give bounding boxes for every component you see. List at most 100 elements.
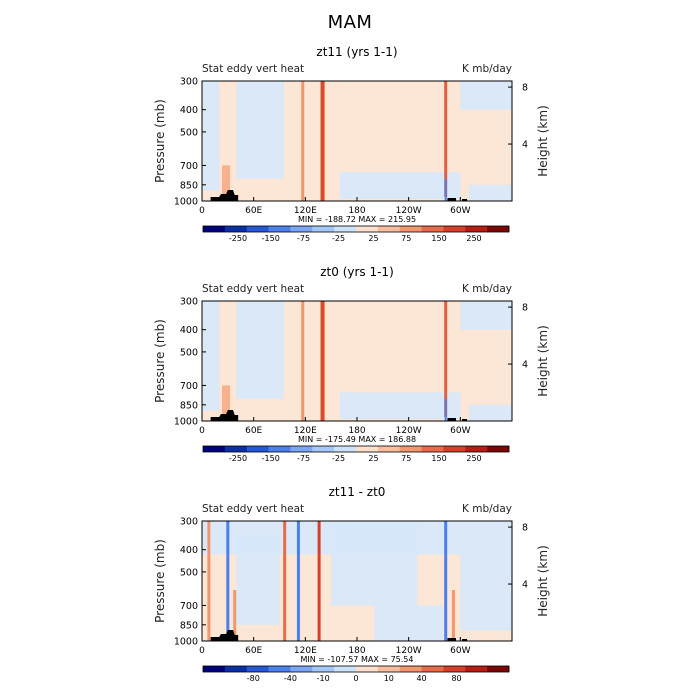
colorbar-label: -250 <box>229 234 247 243</box>
colorbar-swatch <box>334 446 357 452</box>
field-stripe <box>320 301 325 421</box>
y-tick-label: 300 <box>180 517 198 528</box>
colorbar-label: -75 <box>297 454 310 463</box>
y-tick-label: 400 <box>180 545 198 556</box>
colorbar-swatch <box>377 446 401 452</box>
x-tick-label: 60E <box>245 426 262 436</box>
y-tick-label: 850 <box>180 180 198 191</box>
colorbar-swatch <box>224 226 248 232</box>
x-tick-label: 60W <box>450 426 470 436</box>
topography-andes <box>447 198 457 201</box>
y-tick-label: 700 <box>180 161 198 172</box>
field-patch <box>374 605 444 641</box>
x-tick-label: 180 <box>348 646 365 656</box>
colorbar-swatch <box>268 446 291 452</box>
x-tick-label: 120W <box>396 206 422 216</box>
colorbar-label: 250 <box>466 454 481 463</box>
field-stripe <box>301 301 305 421</box>
colorbar-swatch <box>334 226 357 232</box>
panel-title: zt0 (yrs 1-1) <box>320 265 394 279</box>
field-patch <box>339 392 461 419</box>
y-tick-label: 500 <box>180 567 198 578</box>
colorbar-label: -150 <box>262 234 280 243</box>
field-patch <box>236 536 280 625</box>
colorbar-swatch <box>487 666 510 672</box>
field-patch <box>460 301 512 330</box>
y-tick-label: 1000 <box>174 637 198 648</box>
units-label: K mb/day <box>462 63 512 75</box>
x-tick-label: 60E <box>245 646 262 656</box>
colorbar-label: 25 <box>368 234 378 243</box>
colorbar-swatch <box>290 226 313 232</box>
colorbar-swatch <box>465 666 488 672</box>
topography-asia <box>210 630 239 641</box>
y-tick-label: 500 <box>180 127 198 138</box>
colorbar-swatch <box>224 666 248 672</box>
x-tick-label: 120W <box>396 646 422 656</box>
colorbar-swatch <box>421 226 444 232</box>
y-tick-label: 500 <box>180 347 198 358</box>
x-tick-label: 120E <box>294 426 317 436</box>
colorbar-swatch <box>399 446 422 452</box>
chart-panel-1: zt11 (yrs 1-1) Stat eddy vert heat K mb/da… <box>153 45 550 243</box>
y-axis-label: Pressure (mb) <box>153 539 167 623</box>
y-tick-label: 400 <box>180 105 198 116</box>
colorbar-label: 40 <box>416 674 426 683</box>
field-patch <box>460 554 512 631</box>
colorbar-label: -250 <box>229 454 247 463</box>
colorbar-swatch <box>224 446 248 452</box>
height-tick-label: 4 <box>522 580 528 591</box>
x-tick-label: 120W <box>396 426 422 436</box>
panel-title: zt11 - zt0 <box>329 485 386 499</box>
colorbar-swatch <box>312 666 335 672</box>
y-axis-label: Pressure (mb) <box>153 319 167 403</box>
colorbar-swatch <box>334 666 357 672</box>
colorbar-swatch <box>290 446 313 452</box>
colorbar-swatch <box>421 446 444 452</box>
colorbar-swatch <box>290 666 313 672</box>
topography-andes <box>462 199 468 201</box>
colorbar-label: -10 <box>317 674 330 683</box>
field-stripe <box>301 81 305 201</box>
x-tick-label: 60E <box>245 206 262 216</box>
colorbar-label: -80 <box>247 674 260 683</box>
field-label: Stat eddy vert heat <box>202 63 304 75</box>
colorbar-label: 0 <box>353 674 358 683</box>
x-tick-label: 0 <box>199 426 205 436</box>
colorbar-label: 250 <box>466 234 481 243</box>
colorbar-swatch <box>465 226 488 232</box>
chart-panel-3: zt11 - zt0 Stat eddy vert heat K mb/day 300… <box>153 485 550 683</box>
colorbar-swatch <box>399 666 422 672</box>
topography-andes <box>462 419 468 421</box>
colorbar-swatch <box>443 666 466 672</box>
y-tick-label: 850 <box>180 620 198 631</box>
field-patch <box>331 521 418 606</box>
colorbar-swatch <box>421 666 444 672</box>
y-axis-label: Pressure (mb) <box>153 99 167 183</box>
x-tick-label: 0 <box>199 206 205 216</box>
x-tick-label: 60W <box>450 646 470 656</box>
colorbar-swatch <box>356 666 379 672</box>
colorbar-swatch <box>268 666 291 672</box>
x-tick-label: 120E <box>294 206 317 216</box>
field-patch <box>460 81 512 110</box>
colorbar-swatch <box>246 226 269 232</box>
topography-andes <box>462 639 468 641</box>
field-stripe <box>444 178 447 201</box>
y-tick-label: 1000 <box>174 197 198 208</box>
height-axis-label: Height (km) <box>536 545 550 616</box>
colorbar-frame <box>202 665 510 673</box>
colorbar-swatch <box>443 226 466 232</box>
field-patch <box>236 81 284 179</box>
field-patch <box>468 404 512 421</box>
colorbar-label: 150 <box>431 234 446 243</box>
height-tick-label: 4 <box>522 360 528 371</box>
field-stripe <box>283 521 287 641</box>
colorbar-swatch <box>356 226 379 232</box>
colorbar-label: -25 <box>332 234 345 243</box>
height-axis-label: Height (km) <box>536 105 550 176</box>
field-patch <box>468 184 512 201</box>
y-tick-label: 700 <box>180 381 198 392</box>
height-axis-label: Height (km) <box>536 325 550 396</box>
height-tick-label: 8 <box>522 523 528 534</box>
